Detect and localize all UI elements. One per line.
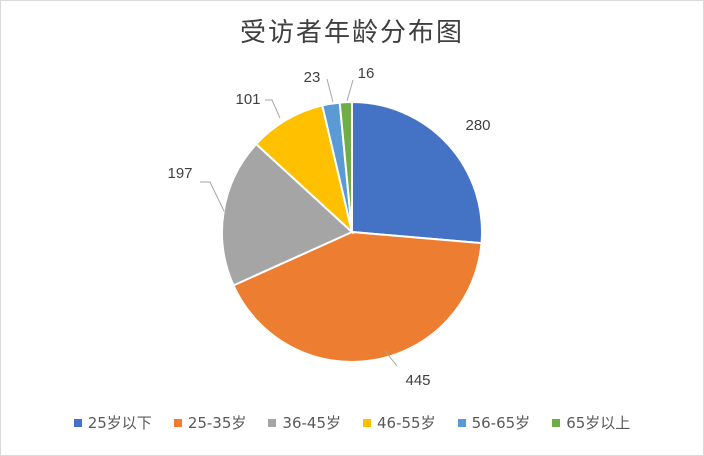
- pie-slice-2: [232, 230, 483, 363]
- legend-item-6: 65岁以上: [552, 412, 630, 433]
- legend-item-5: 56-65岁: [457, 412, 531, 433]
- legend-swatch-5: [457, 418, 466, 427]
- legend-item-4: 46-55岁: [363, 412, 436, 433]
- legend-item-1: 25岁以下: [73, 412, 152, 433]
- leader-line-5: [326, 78, 334, 103]
- legend-label-2: 25-35岁: [187, 414, 247, 432]
- legend-swatch-4: [363, 418, 371, 427]
- pie-slice-4: [254, 104, 354, 235]
- legend-label-4: 46-55岁: [377, 414, 436, 432]
- data-label-5: 23: [304, 69, 321, 86]
- legend-item-3: 36-45岁: [268, 412, 341, 433]
- legend-swatch-1: [73, 418, 82, 427]
- data-label-1: 280: [465, 117, 490, 134]
- legend-label-1: 25岁以下: [87, 414, 152, 432]
- leader-line-3: [200, 181, 225, 212]
- data-label-4: 101: [235, 91, 260, 108]
- legend-swatch-6: [552, 418, 561, 427]
- legend-label-3: 36-45岁: [282, 414, 341, 432]
- legend-label-5: 56-65岁: [471, 414, 531, 432]
- legend-item-2: 25-35岁: [173, 412, 247, 433]
- chart-legend: 25岁以下 25-35岁 36-45岁 46-55岁 56-65岁 65岁以上: [0, 412, 704, 433]
- legend-swatch-3: [268, 418, 277, 427]
- data-label-6: 16: [358, 65, 375, 82]
- pie-slice-6: [338, 100, 353, 233]
- leader-line-6: [346, 79, 354, 102]
- pie-slice-1: [351, 100, 483, 245]
- leader-line-4: [265, 99, 281, 119]
- leader-lines: [200, 78, 398, 367]
- legend-swatch-2: [173, 418, 182, 427]
- pie-slices: [221, 100, 483, 363]
- legend-label-6: 65岁以上: [566, 414, 631, 432]
- data-label-3: 197: [167, 165, 192, 182]
- leader-line-2: [384, 350, 398, 367]
- chart-title: 受访者年龄分布图: [239, 18, 464, 48]
- data-label-2: 445: [405, 372, 430, 389]
- data-labels: 280 445 197 101 23 16: [167, 65, 490, 389]
- pie-slice-3: [221, 142, 354, 287]
